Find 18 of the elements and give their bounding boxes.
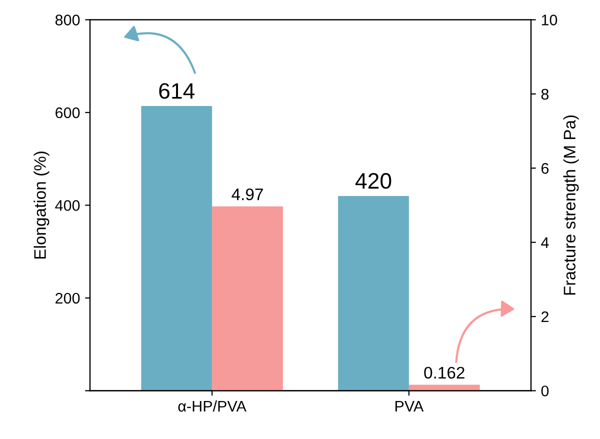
y-tick-label: 400 bbox=[55, 200, 80, 211]
y-tick-label: 200 bbox=[56, 292, 80, 304]
data-label: 0.162 bbox=[424, 366, 464, 379]
data-label: 420 bbox=[355, 173, 392, 189]
y2-tick-label: 2 bbox=[541, 311, 548, 322]
data-label: 4.97 bbox=[232, 188, 263, 200]
y-tick-label: 600 bbox=[56, 107, 80, 118]
y2-tick-label: 6 bbox=[542, 163, 549, 174]
x-tick-label: α-HP/PVA bbox=[178, 400, 246, 412]
y2-tick-label: 8 bbox=[541, 88, 549, 100]
y-axis-title: Elongation (%) bbox=[34, 152, 50, 259]
y2-tick-label: 10 bbox=[542, 14, 558, 26]
y2-axis-title: Fracture strength (M Pa) bbox=[563, 115, 579, 295]
x-tick-label: PVA bbox=[395, 400, 424, 412]
data-label: 614 bbox=[159, 83, 195, 99]
y2-tick-label: 4 bbox=[541, 237, 549, 248]
y2-tick-label: 0 bbox=[541, 386, 549, 396]
y-tick-label: 800 bbox=[55, 14, 80, 26]
